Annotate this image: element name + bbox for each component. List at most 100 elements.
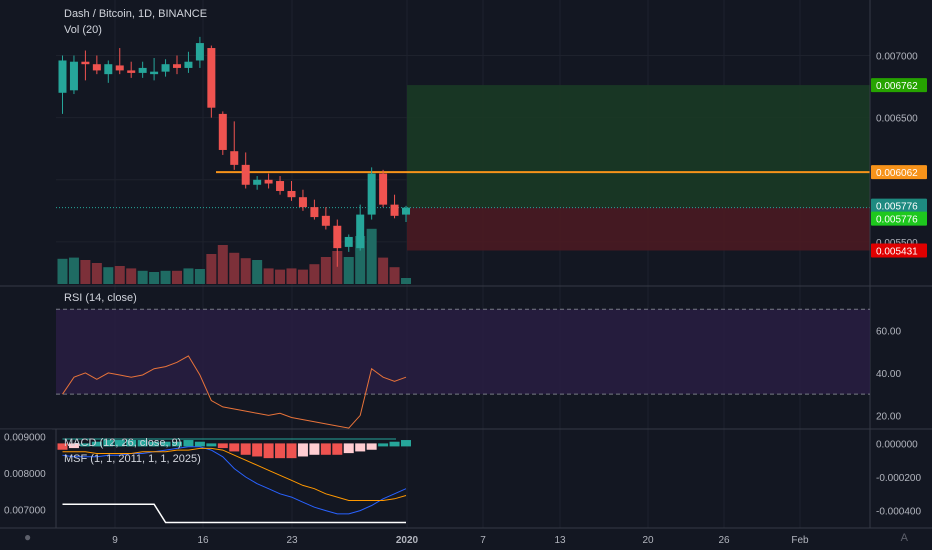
candle-body bbox=[184, 61, 193, 68]
x-axis-tick-label: 26 bbox=[718, 535, 730, 546]
candle-body bbox=[127, 70, 136, 73]
left-axis-bg bbox=[0, 466, 52, 480]
candle-body bbox=[92, 64, 101, 71]
macd-histogram-bar bbox=[263, 443, 274, 459]
volume-bar bbox=[229, 252, 240, 284]
candle-body bbox=[356, 214, 365, 249]
macd-histogram-bar bbox=[80, 443, 91, 447]
macd-histogram-bar bbox=[320, 443, 331, 455]
price-tag-label: 0.005431 bbox=[876, 247, 918, 258]
macd-histogram-bar bbox=[160, 441, 171, 447]
macd-histogram-bar bbox=[57, 443, 68, 450]
candle-body bbox=[81, 61, 90, 65]
candle-body bbox=[207, 48, 216, 108]
volume-bar bbox=[332, 251, 343, 284]
rsi-axis-tick-label: 60.00 bbox=[876, 326, 901, 337]
candle-body bbox=[173, 64, 181, 68]
position-loss-zone bbox=[407, 207, 870, 251]
x-axis-tick-label: 7 bbox=[480, 535, 486, 546]
macd-histogram-bar bbox=[275, 443, 286, 459]
macd-line bbox=[62, 446, 407, 515]
macd-histogram-bar bbox=[286, 443, 297, 459]
volume-bar bbox=[240, 258, 251, 284]
rsi-axis-tick-label: 40.00 bbox=[876, 369, 901, 380]
candle-body bbox=[253, 179, 262, 185]
signal-line bbox=[62, 447, 407, 501]
macd-histogram-bar bbox=[229, 443, 240, 452]
x-axis-tick-label: 23 bbox=[286, 535, 298, 546]
auto-scale-icon[interactable]: A bbox=[900, 532, 908, 544]
candle-body bbox=[333, 225, 342, 249]
volume-bar bbox=[68, 257, 79, 284]
price-tag-target bbox=[871, 78, 927, 93]
price-tag-entry bbox=[871, 211, 927, 226]
candle-body bbox=[276, 181, 285, 191]
volume-bar bbox=[263, 268, 274, 284]
y-axis-tick-label: 0.005500 bbox=[876, 238, 918, 249]
volume-bar bbox=[114, 266, 125, 284]
volume-bar bbox=[183, 268, 194, 284]
candle-body bbox=[218, 113, 227, 150]
rsi-label: RSI (14, close) bbox=[64, 292, 137, 304]
msf-line bbox=[62, 503, 406, 524]
left-axis-bg bbox=[0, 429, 52, 444]
volume-bar bbox=[160, 270, 171, 284]
left-axis-tick-label: 0.007000 bbox=[4, 506, 46, 517]
volume-bar bbox=[378, 257, 389, 284]
candle-body bbox=[195, 43, 204, 61]
x-axis-tick-label: 2020 bbox=[396, 535, 419, 546]
volume-bar bbox=[389, 267, 400, 284]
volume-bar bbox=[286, 268, 297, 284]
macd-histogram-bar bbox=[378, 443, 389, 447]
macd-histogram-bar bbox=[91, 441, 102, 447]
volume-bar bbox=[355, 236, 366, 284]
volume-bar bbox=[172, 270, 182, 284]
candle-body bbox=[69, 61, 78, 91]
volume-bar bbox=[401, 278, 411, 284]
volume-bar bbox=[57, 258, 68, 284]
msf-label: MSF (1, 1, 2011, 1, 1, 2025) bbox=[64, 453, 201, 465]
macd-histogram-bar bbox=[366, 443, 377, 450]
tradingview-logo-icon[interactable]: ● bbox=[24, 530, 32, 544]
candle-body bbox=[161, 64, 170, 72]
price-tag-line bbox=[871, 165, 927, 180]
macd-histogram-bar bbox=[297, 443, 308, 457]
macd-histogram-bar bbox=[68, 443, 79, 449]
chart-title: Dash / Bitcoin, 1D, BINANCE bbox=[64, 8, 208, 20]
macd-histogram-bar bbox=[309, 443, 320, 455]
candle-body bbox=[241, 164, 250, 185]
price-tag-label: 0.005776 bbox=[876, 202, 918, 213]
volume-label: Vol (20) bbox=[64, 24, 102, 36]
volume-bar bbox=[343, 257, 354, 284]
left-axis-tick-label: 0.009000 bbox=[4, 432, 46, 443]
candle-body bbox=[58, 60, 67, 93]
y-axis-tick-label: 0.006500 bbox=[876, 114, 918, 125]
candle-body bbox=[150, 71, 159, 75]
macd-histogram-bar bbox=[126, 440, 137, 447]
x-axis-tick-label: 9 bbox=[112, 535, 118, 546]
rsi-axis-tick-label: 20.00 bbox=[876, 411, 901, 422]
candle-body bbox=[390, 204, 399, 216]
macd-histogram-bar bbox=[389, 441, 400, 447]
rsi-band bbox=[56, 309, 870, 395]
volume-bar bbox=[320, 257, 331, 284]
macd-histogram-bar bbox=[217, 443, 228, 449]
price-tag-label: 0.006062 bbox=[876, 168, 918, 179]
x-axis-tick-label: 16 bbox=[197, 535, 209, 546]
candle-body bbox=[264, 179, 273, 184]
position-profit-zone bbox=[407, 85, 870, 208]
volume-bar bbox=[252, 260, 263, 284]
price-tag-label: 0.006762 bbox=[876, 81, 918, 92]
candle-body bbox=[287, 190, 296, 198]
macd-histogram-bar bbox=[252, 443, 263, 457]
macd-axis-tick-label: -0.000200 bbox=[876, 473, 921, 484]
macd-histogram-bar bbox=[114, 440, 125, 447]
candle-body bbox=[298, 197, 307, 208]
macd-histogram-bar bbox=[240, 443, 251, 455]
rsi-line bbox=[62, 355, 407, 429]
candle-body bbox=[321, 215, 330, 226]
price-tag-label: 0.005776 bbox=[876, 215, 918, 226]
volume-bar bbox=[275, 269, 286, 284]
volume-bar bbox=[80, 260, 91, 284]
